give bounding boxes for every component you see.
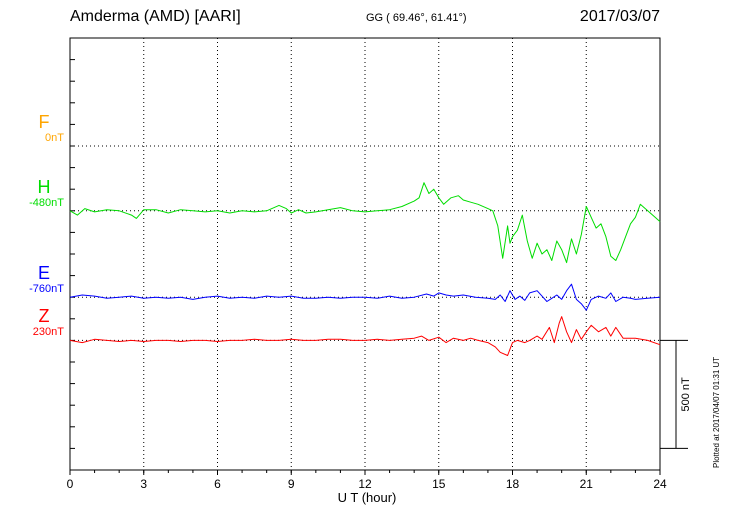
component-label-z: Z <box>38 306 50 327</box>
date-label: 2017/03/07 <box>579 8 660 25</box>
baseline-label-h: -480nT <box>29 196 64 209</box>
series-traces <box>69 182 661 356</box>
trace-z <box>69 316 661 356</box>
x-tick-label: 6 <box>214 477 221 491</box>
x-tick-label: 3 <box>140 477 147 491</box>
trace-h <box>69 182 661 264</box>
x-tick-label: 18 <box>506 477 520 491</box>
x-tick-label: 21 <box>580 477 594 491</box>
component-label-h: H <box>37 176 51 197</box>
scale-bar: 500 nT <box>660 339 692 449</box>
plotted-timestamp: Plotted at 2017/04/07 01:31 UT <box>712 356 721 468</box>
component-label-f: F <box>38 112 50 132</box>
x-tick-label: 0 <box>67 477 74 491</box>
station-title: Amderma (AMD) [AARI] <box>70 8 241 25</box>
x-tick-label: 24 <box>653 477 667 491</box>
x-tick-label: 9 <box>288 477 295 491</box>
trace-e <box>69 283 661 311</box>
x-axis-label: U T (hour) <box>338 490 397 505</box>
x-tick-label: 12 <box>358 477 372 491</box>
scale-bar-label: 500 nT <box>680 377 692 412</box>
x-axis-ticks: 0 3 6 9 12 15 18 21 24 <box>67 37 667 491</box>
baseline-label-f: 0nT <box>45 132 64 144</box>
component-label-e: E <box>37 263 50 284</box>
x-tick-label: 15 <box>432 477 446 491</box>
baseline-label-e: -760nT <box>29 283 64 296</box>
baseline-label-z: 230nT <box>32 326 64 339</box>
grid-lines <box>70 38 660 470</box>
coordinates-label: GG ( 69.46°, 61.41°) <box>366 12 467 24</box>
